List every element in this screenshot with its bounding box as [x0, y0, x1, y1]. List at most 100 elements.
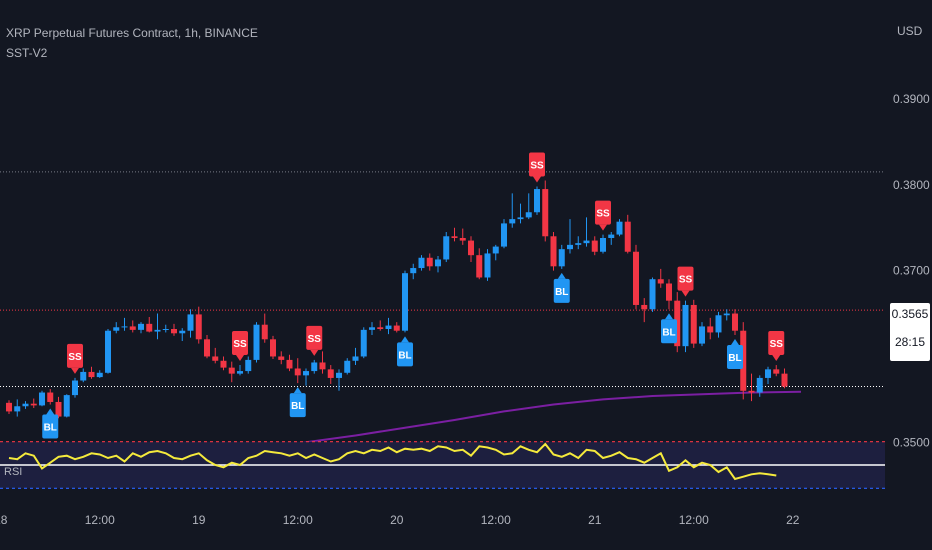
candle	[146, 316, 153, 333]
candle	[682, 300, 689, 353]
candle	[113, 322, 120, 334]
candle	[96, 370, 103, 378]
sell-signal-box	[595, 200, 611, 225]
candle	[220, 356, 227, 371]
candle-body	[204, 339, 210, 357]
candle-body	[591, 240, 598, 252]
sell-signal-label: SS	[68, 352, 82, 363]
price-tick-label: 0.3800	[893, 178, 930, 192]
candle-body	[468, 240, 474, 256]
candle	[567, 219, 573, 254]
candle-body	[781, 373, 788, 387]
candle-body	[22, 403, 29, 407]
candle	[55, 396, 62, 419]
candle-body	[253, 324, 260, 360]
candle-body	[773, 369, 780, 374]
candle-body	[459, 238, 466, 241]
candles-layer	[6, 180, 788, 419]
buy-signal-pointer	[401, 336, 409, 343]
candle-body	[575, 243, 582, 245]
time-axis[interactable]: 18 12:00 19 12:00 20 12:00 21 12:00 22	[0, 513, 800, 527]
sell-signal-pointer	[599, 224, 607, 231]
sell-signal-box	[529, 152, 545, 177]
candle-body	[426, 257, 433, 267]
candle-body	[88, 371, 95, 378]
candle	[327, 365, 334, 384]
candle-body	[360, 329, 367, 357]
candle	[443, 231, 450, 263]
buy-signal-label: BL	[398, 350, 411, 361]
candle	[732, 309, 738, 336]
candle	[707, 317, 714, 340]
candle-body	[146, 323, 153, 332]
sell-signal-label: SS	[308, 334, 322, 345]
buy-signal-pointer	[557, 272, 566, 279]
candle-body	[187, 314, 194, 331]
candle	[162, 324, 169, 333]
candle-body	[55, 401, 62, 417]
candle	[204, 335, 210, 359]
candle	[641, 298, 648, 323]
candle	[451, 227, 458, 242]
candle-body	[723, 313, 730, 316]
time-tick-label: 21	[588, 513, 602, 527]
time-tick-label: 22	[786, 513, 800, 527]
candle-body	[228, 367, 235, 374]
candle	[30, 398, 37, 408]
candle	[179, 328, 186, 342]
candle-body	[402, 273, 408, 331]
candle-body	[369, 327, 375, 330]
candle	[129, 320, 136, 333]
candle	[575, 236, 582, 250]
candle-body	[534, 189, 540, 213]
candle	[492, 244, 499, 261]
candle	[542, 180, 549, 242]
candle-body	[30, 403, 37, 406]
candle-body	[72, 380, 78, 396]
buy-signal-pointer	[46, 408, 55, 415]
sell-signal: SS	[232, 331, 248, 362]
indicator-label[interactable]: SST-V2	[6, 46, 48, 60]
buy-signal-box	[661, 319, 677, 344]
candle-body	[600, 238, 606, 252]
candle-body	[311, 362, 318, 372]
candle	[699, 322, 705, 347]
candle	[600, 234, 606, 254]
candle-body	[336, 372, 342, 378]
candle-body	[501, 223, 507, 247]
sell-signal: SS	[306, 325, 323, 356]
candle-body	[583, 240, 590, 244]
candle-body	[96, 372, 103, 378]
candle	[525, 193, 532, 220]
candle	[435, 256, 441, 273]
candle	[657, 268, 664, 288]
candle-body	[666, 283, 672, 301]
candle-body	[567, 244, 573, 250]
candle	[311, 359, 318, 374]
candle-body	[377, 327, 384, 329]
candle-body	[517, 217, 524, 220]
chart-title: XRP Perpetual Futures Contract, 1h, BINA…	[6, 26, 258, 40]
candle	[616, 219, 623, 237]
price-tick-label: 0.3700	[893, 264, 930, 278]
candle	[154, 313, 161, 340]
buy-signal-pointer	[731, 339, 739, 346]
sell-signal-label: SS	[530, 160, 544, 171]
candle	[6, 400, 12, 414]
last-price-tag: 0.3565 28:15	[890, 303, 930, 361]
candle-body	[327, 369, 334, 378]
candle	[393, 322, 400, 333]
candle-body	[220, 360, 227, 368]
candle	[47, 389, 54, 405]
sell-signal: SS	[67, 343, 83, 374]
candle	[261, 313, 268, 343]
candle-body	[171, 329, 177, 334]
candle	[558, 244, 565, 269]
candle-body	[121, 326, 128, 328]
candle-body	[550, 236, 557, 267]
candle	[624, 214, 631, 254]
candle-body	[14, 406, 21, 412]
candle-body	[674, 300, 681, 347]
